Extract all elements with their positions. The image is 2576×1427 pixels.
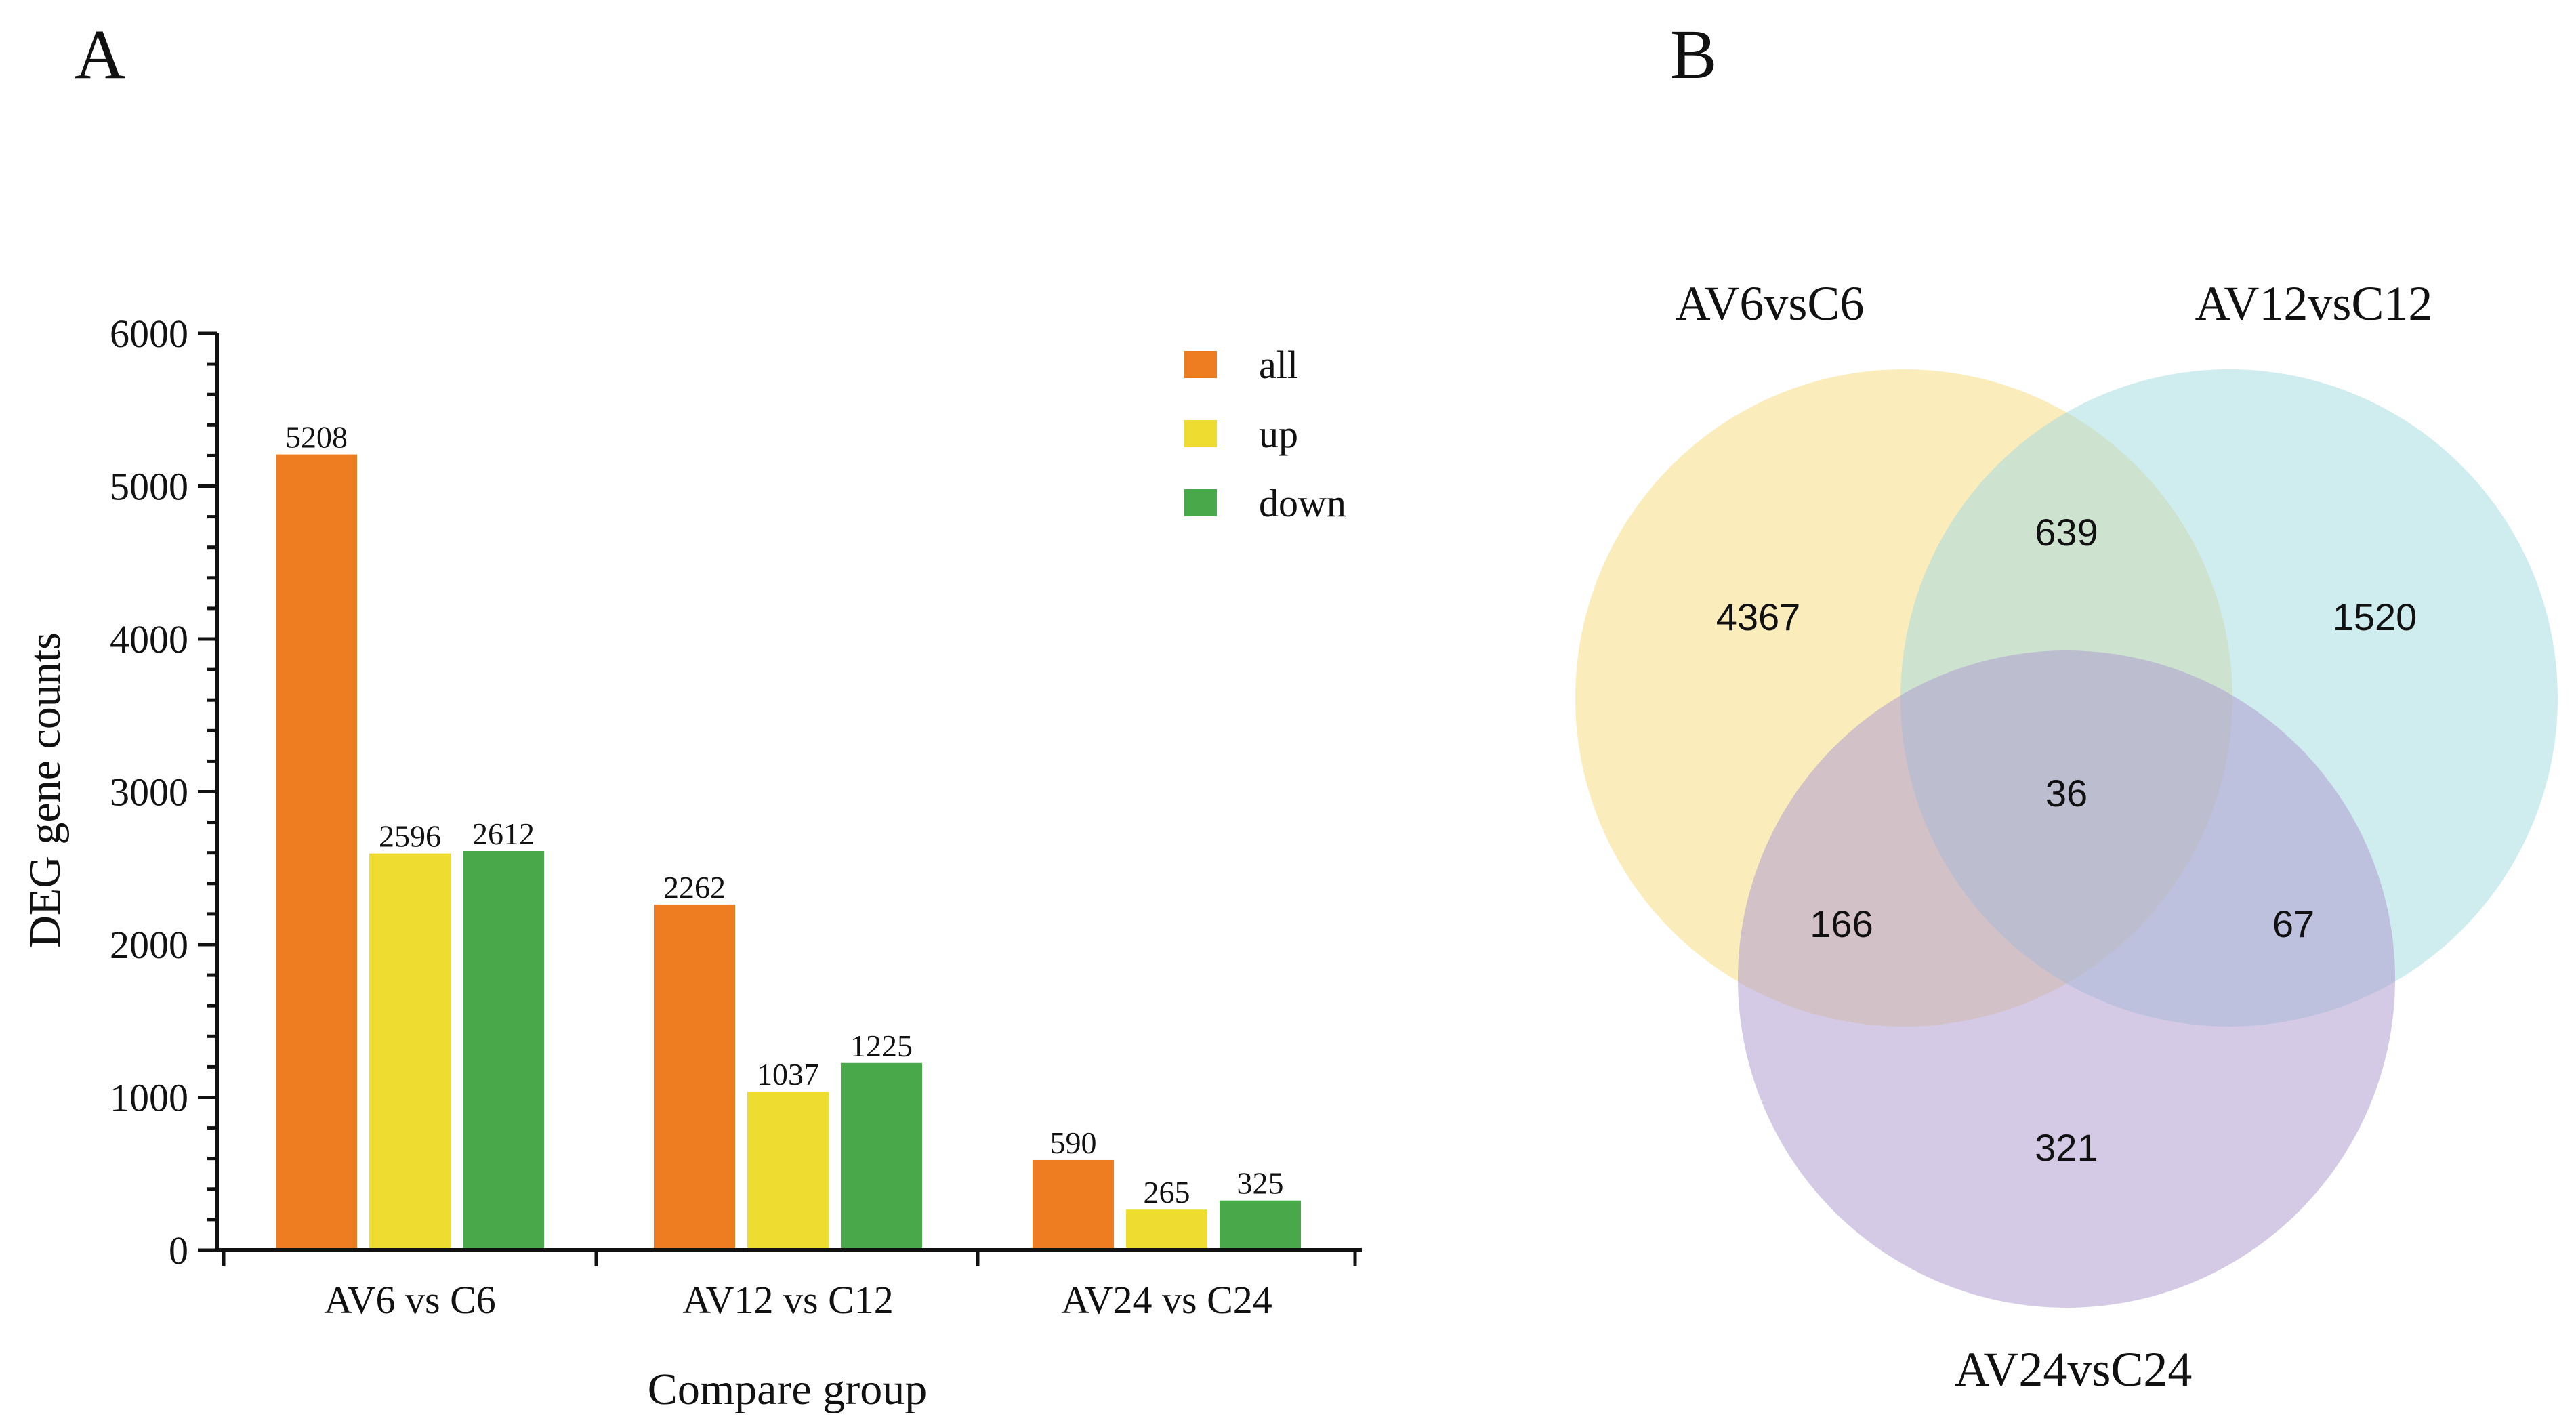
venn-count-only-av6vsc6: 4367 xyxy=(1716,596,1801,638)
venn-count-only-av12vsc12: 1520 xyxy=(2333,596,2417,638)
venn-circle-av24vsc24 xyxy=(1738,650,2395,1308)
bar-value-label-up-av6-vs-c6: 2596 xyxy=(379,819,441,854)
bar-value-label-down-av24-vs-c24: 325 xyxy=(1237,1166,1284,1201)
venn-set-label-av24vsc24: AV24vsC24 xyxy=(1955,1342,2193,1397)
bar-all-av6-vs-c6 xyxy=(276,454,357,1251)
legend-swatch-down xyxy=(1184,489,1217,516)
venn-count-av12-av24: 67 xyxy=(2272,903,2314,945)
bar-chart-panel: 5208 2262 590 2596 1037 265 2612 1225 325 0 1000 2… xyxy=(20,312,1362,1414)
bar-group xyxy=(276,454,1301,1251)
y-tick-label-0: 0 xyxy=(169,1228,188,1273)
venn-count-only-av24vsc24: 321 xyxy=(2035,1126,2098,1169)
legend: all up down xyxy=(1184,343,1346,525)
venn-count-all-three: 36 xyxy=(2045,772,2087,814)
x-tick-label-av6-vs-c6: AV6 vs C6 xyxy=(324,1278,496,1322)
bar-down-av12-vs-c12 xyxy=(841,1062,922,1250)
bar-up-av24-vs-c24 xyxy=(1126,1209,1207,1250)
legend-label-all: all xyxy=(1259,343,1298,387)
legend-swatch-all xyxy=(1184,351,1217,378)
bar-value-label-all-av24-vs-c24: 590 xyxy=(1050,1125,1097,1160)
y-tick-label-1000: 1000 xyxy=(110,1076,188,1120)
venn-set-label-av12vsc12: AV12vsC12 xyxy=(2195,276,2433,331)
x-axis-ticks: AV6 vs C6 AV12 vs C12 AV24 vs C24 xyxy=(222,1250,1357,1322)
venn-set-label-av6vsc6: AV6vsC6 xyxy=(1676,276,1865,331)
bar-value-label-up-av12-vs-c12: 1037 xyxy=(757,1057,819,1092)
legend-label-up: up xyxy=(1259,412,1298,456)
bar-all-av12-vs-c12 xyxy=(654,904,735,1250)
y-axis-title: DEG gene counts xyxy=(20,632,70,948)
bar-value-label-down-av6-vs-c6: 2612 xyxy=(472,816,535,851)
y-tick-label-3000: 3000 xyxy=(110,770,188,814)
venn-diagram-panel: AV6vsC6 AV12vsC12 AV24vsC24 4367 1520 63… xyxy=(1575,276,2558,1397)
legend-swatch-up xyxy=(1184,420,1217,447)
x-axis-title: Compare group xyxy=(648,1365,927,1414)
bar-value-label-up-av24-vs-c24: 265 xyxy=(1144,1175,1190,1209)
y-tick-label-4000: 4000 xyxy=(110,617,188,661)
bar-up-av12-vs-c12 xyxy=(747,1092,829,1250)
legend-label-down: down xyxy=(1259,481,1346,525)
bar-value-labels: 5208 2262 590 2596 1037 265 2612 1225 325 xyxy=(285,420,1284,1210)
y-tick-label-5000: 5000 xyxy=(110,465,188,509)
bar-down-av24-vs-c24 xyxy=(1220,1200,1301,1250)
panel-b-label: B xyxy=(1670,16,1717,94)
y-tick-label-2000: 2000 xyxy=(110,923,188,967)
venn-count-av6-av12: 639 xyxy=(2035,511,2098,554)
bar-up-av6-vs-c6 xyxy=(369,853,451,1250)
bar-value-label-down-av12-vs-c12: 1225 xyxy=(850,1029,913,1063)
bar-value-label-all-av12-vs-c12: 2262 xyxy=(663,870,726,905)
bar-down-av6-vs-c6 xyxy=(463,850,544,1250)
panel-a-label: A xyxy=(75,16,125,94)
venn-count-av6-av24: 166 xyxy=(1810,903,1873,945)
y-tick-label-6000: 6000 xyxy=(110,312,188,356)
y-axis-ticks: 0 1000 2000 3000 4000 5000 6000 xyxy=(110,312,217,1273)
bar-value-label-all-av6-vs-c6: 5208 xyxy=(285,420,348,455)
bar-all-av24-vs-c24 xyxy=(1033,1159,1114,1250)
x-tick-label-av12-vs-c12: AV12 vs C12 xyxy=(682,1278,894,1322)
x-tick-label-av24-vs-c24: AV24 vs C24 xyxy=(1061,1278,1272,1322)
